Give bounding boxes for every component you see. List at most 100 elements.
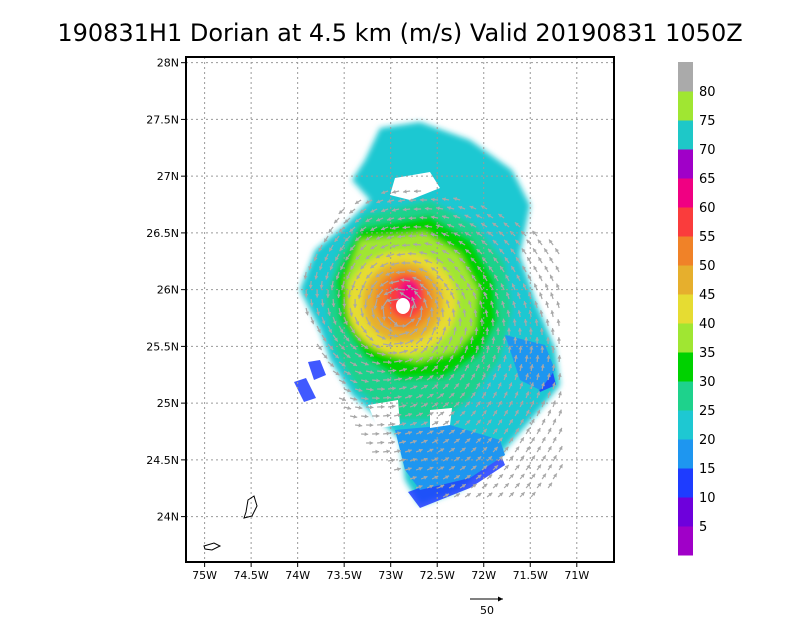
wind-arrow-head <box>347 406 352 410</box>
island-coastline <box>243 495 258 519</box>
wind-arrow-head <box>488 492 493 497</box>
wind-arrow-head <box>423 439 428 444</box>
wind-arrow-head <box>434 439 439 444</box>
wind-arrow-head <box>407 268 412 273</box>
wind-arrow-head <box>531 437 535 442</box>
wind-arrow-head <box>397 449 401 454</box>
wind-arrow-head <box>511 283 516 288</box>
wind-arrow-head <box>349 312 354 317</box>
wind-arrow-head <box>477 266 482 271</box>
wind-arrow-head <box>319 284 324 289</box>
wind-arrow-head <box>488 248 492 253</box>
wind-arrow-head <box>339 247 344 252</box>
colorbar-segment <box>678 236 693 266</box>
colorbar-segment <box>678 381 693 411</box>
wind-arrow-head <box>397 234 402 239</box>
wind-arrow-head <box>492 240 497 244</box>
wind-arrow-head <box>498 419 503 424</box>
wind-arrow-head <box>401 458 406 463</box>
wind-arrow-head <box>338 210 343 214</box>
wind-arrow-head <box>353 379 358 384</box>
wind-arrow-head <box>375 449 380 454</box>
wind-arrow-head <box>419 306 424 310</box>
wind-arrow-head <box>501 300 506 305</box>
wind-arrow-head <box>544 283 549 288</box>
wind-arrow-head <box>440 430 445 434</box>
wind-arrow-head <box>371 314 376 319</box>
colorbar-label: 40 <box>699 317 716 332</box>
wind-arrow-head <box>317 346 322 351</box>
wind-arrow-head <box>392 368 397 373</box>
wind-arrow-head <box>549 274 554 279</box>
colorbar-segment <box>678 294 693 324</box>
wind-arrow-head <box>403 189 407 194</box>
wind-arrow-head <box>442 250 447 254</box>
wind-arrow-head <box>412 276 417 281</box>
wind-arrow-head <box>498 437 503 442</box>
wind-arrow-head <box>353 304 358 308</box>
wind-arrow-head <box>349 246 354 251</box>
wind-arrow-head <box>518 345 523 350</box>
wind-arrow-head <box>551 382 556 387</box>
wind-arrow-head <box>375 413 380 418</box>
wind-arrow-head <box>515 446 520 451</box>
wind-arrow-head <box>346 275 351 280</box>
wind-arrow-head <box>413 403 418 408</box>
wind-arrow-head <box>342 303 347 308</box>
wind-arrow-head <box>408 412 413 417</box>
wind-arrow-head <box>373 305 378 310</box>
colorbar-label: 35 <box>699 346 716 361</box>
wind-arrow-head <box>392 189 397 194</box>
wind-arrow-head <box>331 303 336 308</box>
lat-tick-label: 28N <box>157 57 179 70</box>
wind-arrow-head <box>424 242 429 246</box>
colorbar-segment <box>678 207 693 237</box>
wind-arrow-head <box>431 267 436 272</box>
wind-arrow-head <box>513 355 518 359</box>
wind-arrow-head <box>458 223 463 228</box>
wind-arrow-head <box>521 248 526 253</box>
wind-arrow-head <box>508 364 512 369</box>
wind-arrow-head <box>323 354 328 359</box>
wind-arrow-head <box>396 467 401 472</box>
wind-arrow-head <box>329 363 334 367</box>
wind-arrow-head <box>410 304 415 309</box>
wind-arrow-head <box>391 244 396 248</box>
wind-arrow-head <box>450 484 455 489</box>
wind-arrow-head <box>556 301 561 306</box>
wind-arrow-head <box>541 382 545 387</box>
wind-arrow-head <box>360 246 365 251</box>
wind-arrow-head <box>517 327 522 332</box>
colorbar-segment <box>678 149 693 179</box>
wind-arrow-head <box>334 219 338 224</box>
wind-arrow-head <box>328 329 332 334</box>
wind-arrow-head <box>402 243 406 248</box>
wind-arrow-head <box>364 432 369 437</box>
colorbar-segment <box>678 410 693 440</box>
wind-arrow-head <box>498 231 503 236</box>
wind-arrow-head <box>466 456 471 461</box>
wind-arrow-head <box>517 309 522 314</box>
wind-arrow-head <box>533 283 538 288</box>
wind-arrow-head <box>503 373 508 378</box>
wind-arrow-head <box>356 275 361 280</box>
wind-arrow-head <box>467 283 471 288</box>
wind-arrow-head <box>303 275 308 280</box>
wind-arrow-head <box>386 253 391 258</box>
wind-arrow-head <box>376 396 380 401</box>
wind-arrow-head <box>332 320 337 325</box>
wind-arrow-head <box>350 265 355 270</box>
wind-arrow-head <box>522 283 527 288</box>
wind-arrow-head <box>556 319 561 323</box>
wind-arrow-head <box>476 401 481 406</box>
wind-arrow-head <box>423 298 427 303</box>
wind-arrow-head <box>493 391 497 396</box>
wind-arrow-head <box>469 336 474 341</box>
wind-arrow-head <box>399 292 404 296</box>
wind-arrow-head <box>394 287 398 292</box>
wind-arrow-head <box>342 397 346 402</box>
wind-arrow-head <box>394 333 399 338</box>
wind-arrow-head <box>334 337 338 342</box>
wind-arrow-head <box>423 366 428 371</box>
wind-arrow-head <box>440 308 445 312</box>
